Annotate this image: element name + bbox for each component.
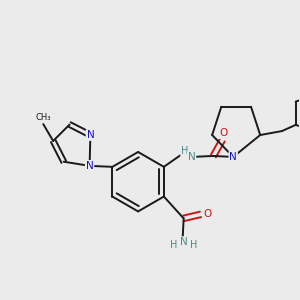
- Text: N: N: [180, 237, 188, 247]
- Text: H: H: [181, 146, 188, 156]
- Text: CH₃: CH₃: [35, 113, 51, 122]
- Text: H: H: [170, 240, 177, 250]
- Text: O: O: [219, 128, 227, 138]
- Text: H: H: [190, 240, 197, 250]
- Text: N: N: [229, 152, 237, 162]
- Text: N: N: [188, 152, 196, 162]
- Text: N: N: [86, 130, 94, 140]
- Text: N: N: [86, 161, 94, 171]
- Text: O: O: [203, 209, 211, 219]
